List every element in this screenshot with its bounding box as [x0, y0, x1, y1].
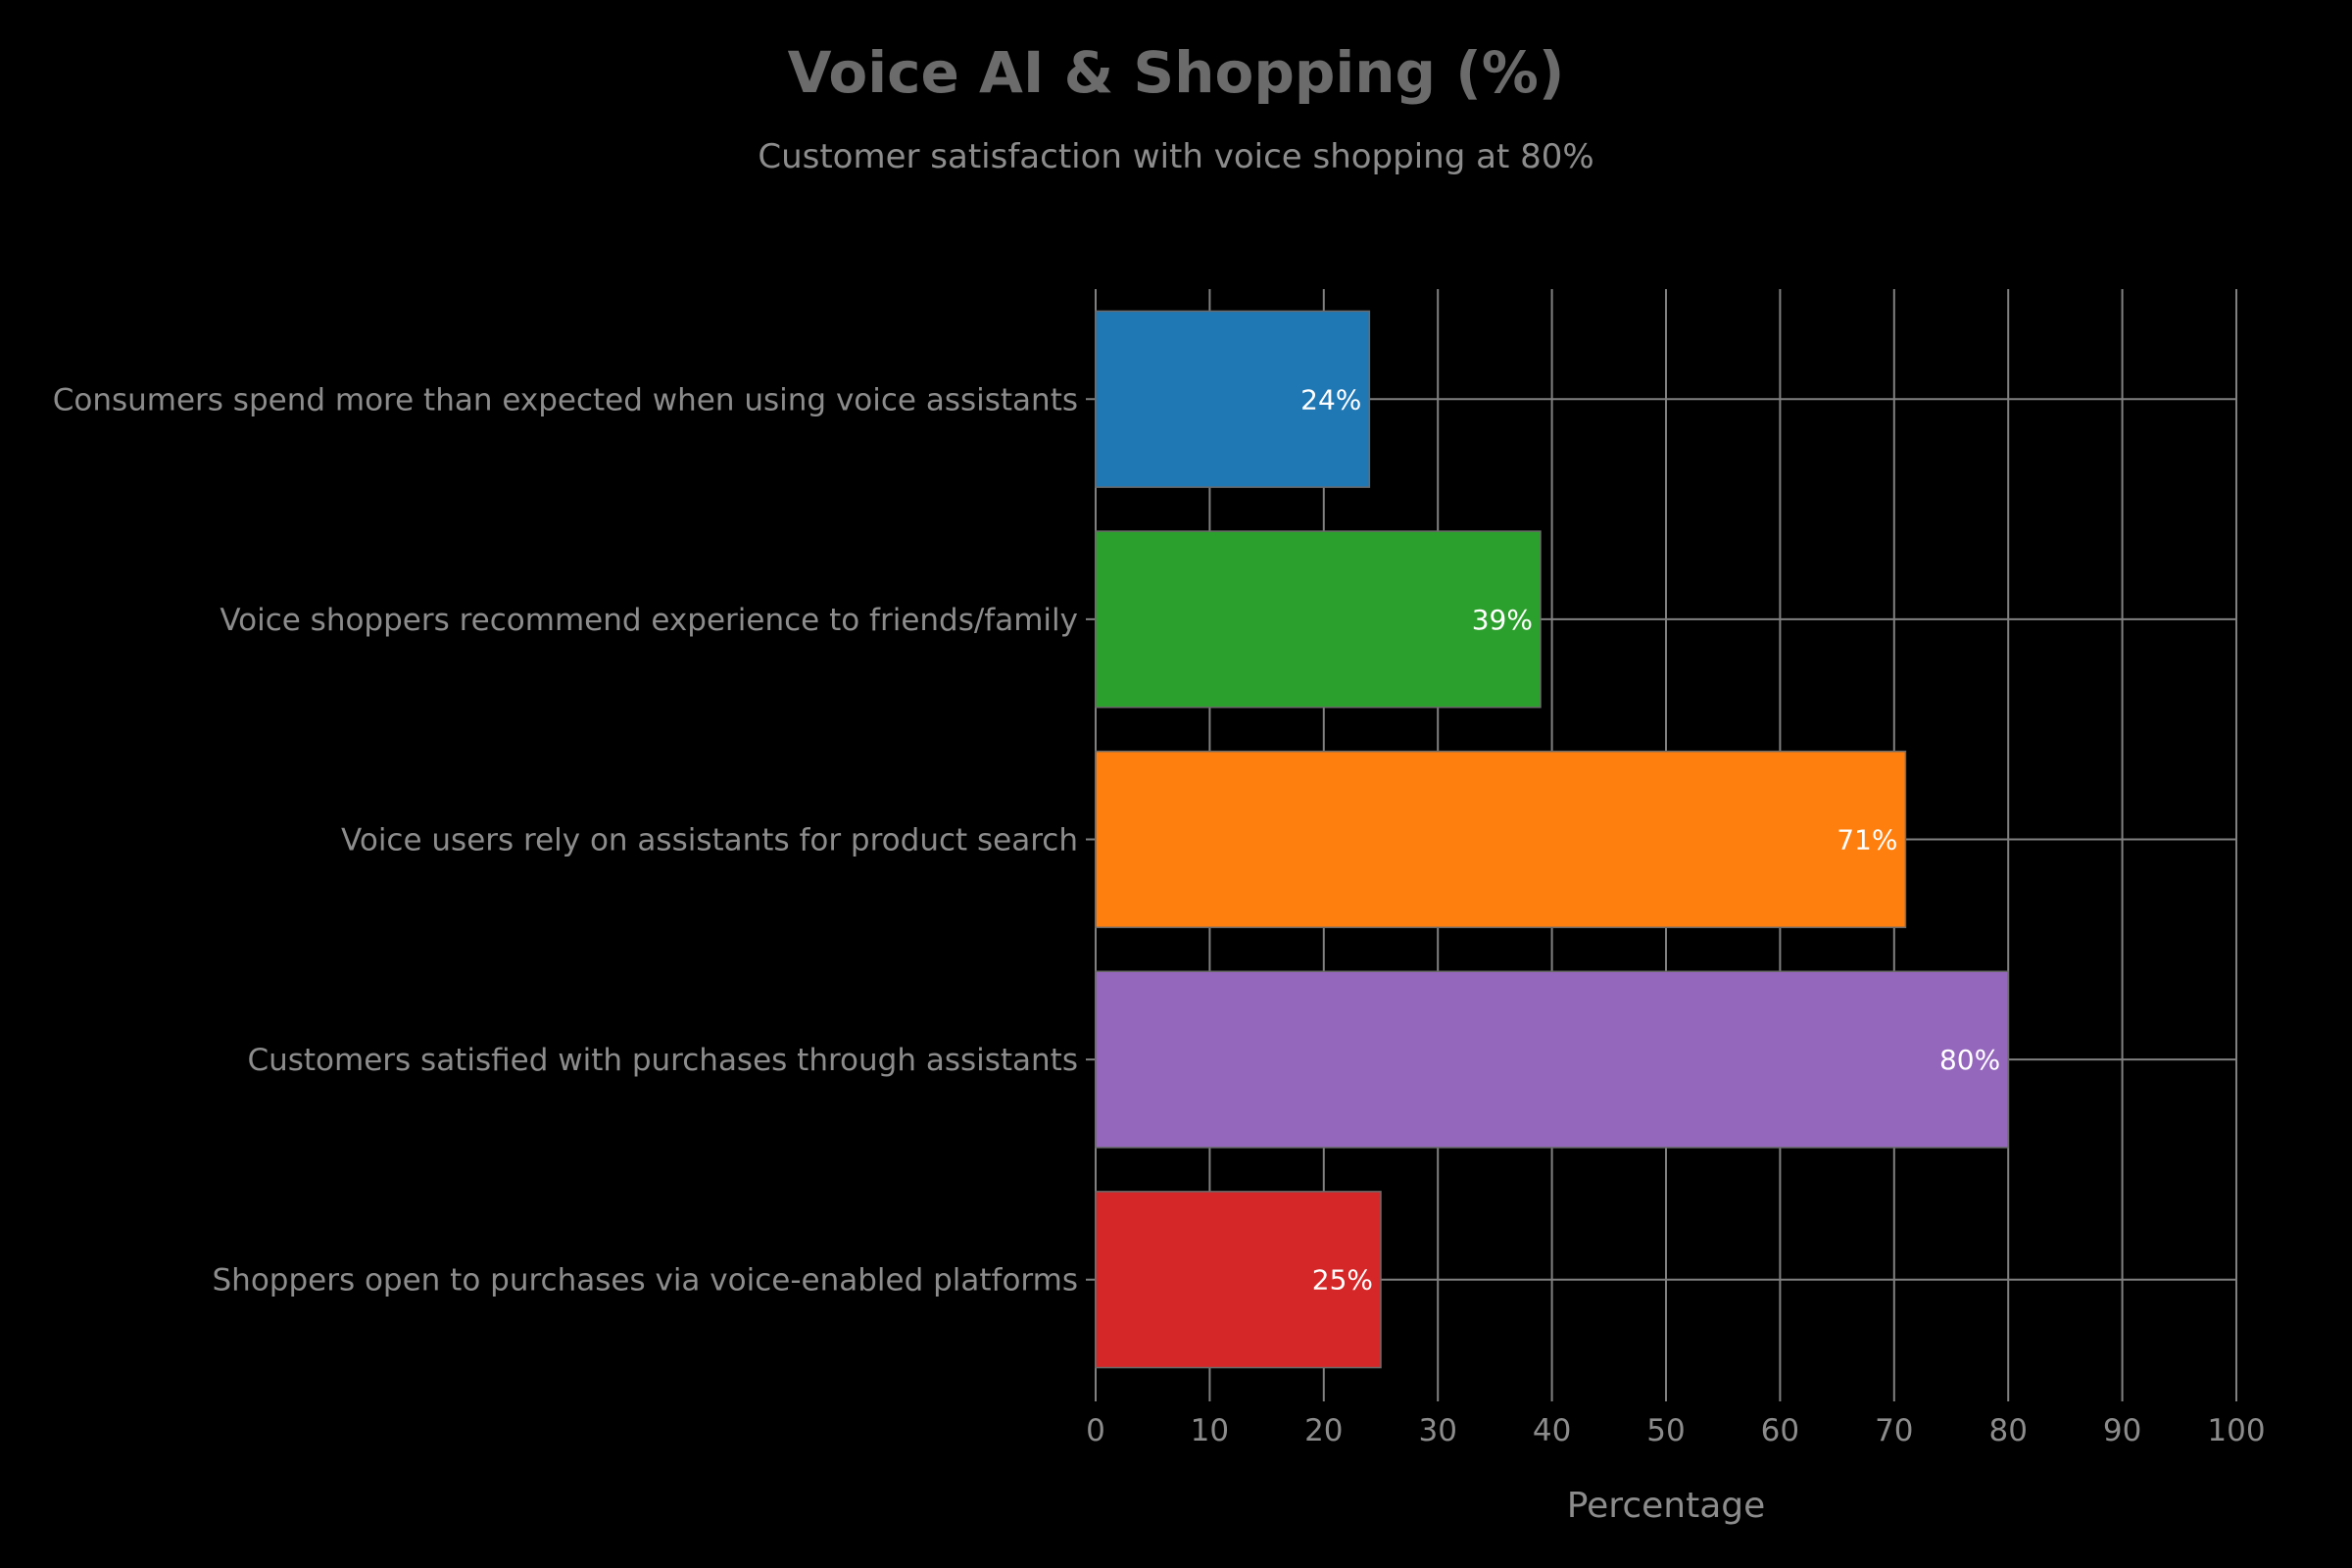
y-category-label: Voice users rely on assistants for produ…: [341, 823, 1078, 858]
bar-value-label: 80%: [1939, 1044, 2000, 1076]
y-category-label: Voice shoppers recommend experience to f…: [220, 603, 1078, 638]
x-tick-label: 0: [1086, 1413, 1105, 1448]
bar-value-label: 39%: [1472, 604, 1533, 636]
y-category-label: Consumers spend more than expected when …: [53, 382, 1078, 417]
x-tick-label: 100: [2207, 1413, 2265, 1448]
x-tick-label: 60: [1761, 1413, 1799, 1448]
x-tick-label: 40: [1533, 1413, 1571, 1448]
x-tick-label: 90: [2103, 1413, 2141, 1448]
bar: [1095, 750, 1907, 929]
x-tick-label: 50: [1646, 1413, 1685, 1448]
bar-value-label: 25%: [1312, 1264, 1373, 1297]
x-tick-label: 80: [1988, 1413, 2027, 1448]
bar: [1095, 530, 1542, 709]
bar: [1095, 1191, 1382, 1369]
bars-layer: [1095, 310, 2009, 1369]
chart-subtitle: Customer satisfaction with voice shoppin…: [758, 137, 1594, 176]
y-category-label: Customers satisfied with purchases throu…: [247, 1043, 1078, 1078]
bar: [1095, 970, 2009, 1149]
x-tick-label: 30: [1418, 1413, 1456, 1448]
y-category-label: Shoppers open to purchases via voice-ena…: [213, 1263, 1079, 1298]
x-tick-label: 10: [1191, 1413, 1229, 1448]
x-tick-label: 20: [1304, 1413, 1343, 1448]
bar-value-label: 24%: [1300, 383, 1361, 416]
x-axis-title: Percentage: [1567, 1486, 1766, 1526]
x-tick-label: 70: [1875, 1413, 1913, 1448]
labels-layer: 0 10 20 30 40 50 60 70 80 90 100 24% Consumers spend…: [53, 382, 2266, 1448]
chart-title: Voice AI & Shopping (%): [787, 39, 1565, 106]
bar: [1095, 310, 1371, 488]
bar-value-label: 71%: [1837, 824, 1897, 857]
